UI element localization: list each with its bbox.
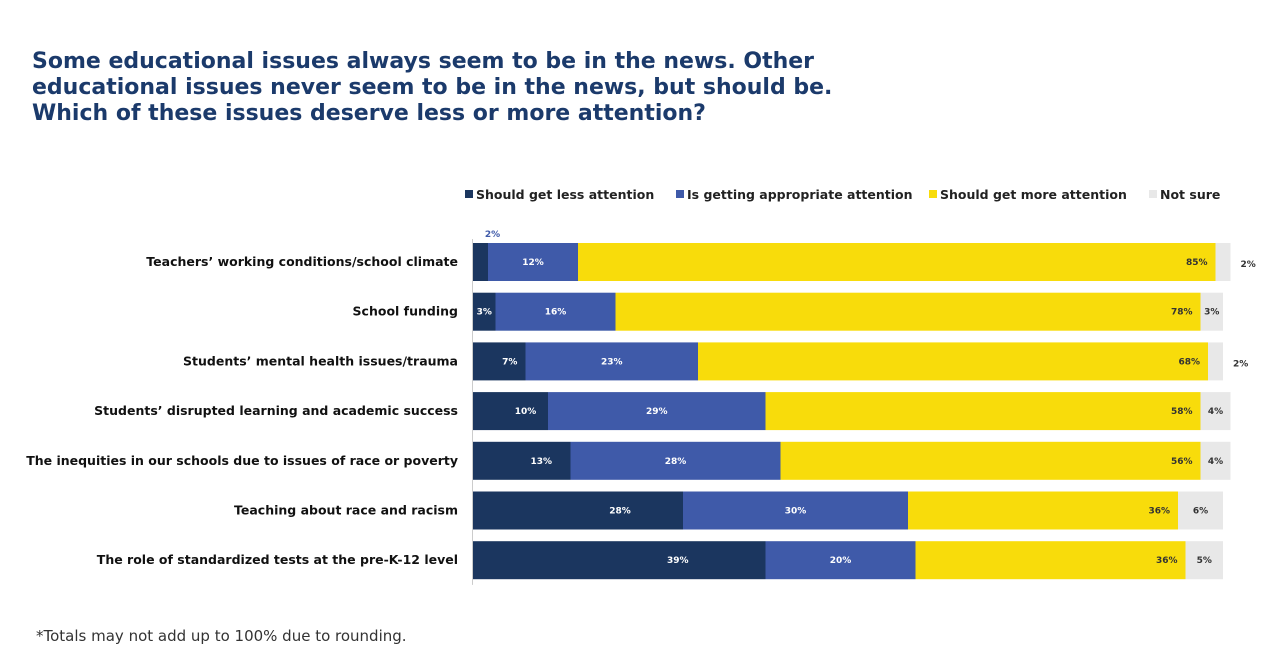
- title-line-3: Which of these issues deserve less or mo…: [32, 101, 706, 126]
- data-label-appropriate: 29%: [646, 407, 668, 417]
- data-label-less: 13%: [530, 457, 552, 467]
- bar-segment-less: [473, 491, 683, 530]
- data-label-more: 58%: [1171, 407, 1193, 417]
- bar-segment-more: [698, 342, 1208, 381]
- data-label-more: 68%: [1178, 357, 1200, 367]
- data-label-not-sure: 2%: [1233, 359, 1248, 369]
- data-label-appropriate: 20%: [830, 556, 852, 566]
- bar-segment-not-sure: [1215, 243, 1231, 281]
- category-label: School funding: [353, 304, 458, 319]
- legend-label-less: Should get less attention: [476, 187, 655, 202]
- data-label-not-sure: 2%: [1241, 260, 1256, 270]
- bar-segment-not-sure: [1208, 342, 1223, 381]
- data-label-more: 56%: [1171, 457, 1193, 467]
- bar-segment-appropriate: [548, 392, 766, 431]
- bar-segment-appropriate: [488, 243, 578, 281]
- title-line-1: Some educational issues always seem to b…: [32, 49, 815, 74]
- bar-segment-less: [473, 342, 526, 381]
- legend-label-more: Should get more attention: [940, 187, 1127, 202]
- chart-title: Some educational issues always seem to b…: [32, 49, 912, 127]
- bar-segment-less: [473, 541, 766, 580]
- data-label-more: 36%: [1148, 507, 1170, 517]
- category-label: Students’ mental health issues/trauma: [183, 353, 458, 368]
- legend-swatch-less: [465, 190, 473, 198]
- data-label-not-sure: 4%: [1208, 407, 1223, 417]
- data-label-appropriate: 28%: [665, 457, 687, 467]
- bar-segment-appropriate: [765, 541, 916, 580]
- legend-item-less: Should get less attention: [465, 186, 654, 204]
- legend-swatch-appropriate: [676, 190, 684, 198]
- bar-segment-more: [908, 491, 1178, 530]
- data-label-more: 36%: [1156, 556, 1178, 566]
- legend-label-appropriate: Is getting appropriate attention: [687, 187, 913, 202]
- data-label-not-sure: 3%: [1204, 308, 1219, 318]
- data-label-less: 28%: [609, 507, 631, 517]
- category-label: Teaching about race and racism: [234, 503, 458, 518]
- bar-segment-appropriate: [495, 292, 616, 331]
- bar-segment-appropriate: [683, 491, 908, 530]
- bar-segment-less: [473, 441, 571, 480]
- footnote: *Totals may not add up to 100% due to ro…: [36, 627, 407, 645]
- bar-segment-not-sure: [1200, 392, 1231, 431]
- bar-segment-less: [473, 243, 488, 281]
- category-label: Students’ disrupted learning and academi…: [94, 403, 458, 418]
- legend-item-not-sure: Not sure: [1149, 186, 1220, 204]
- bar-segment-more: [915, 541, 1186, 580]
- bar-segment-more: [578, 243, 1216, 281]
- data-label-appropriate: 16%: [545, 308, 567, 318]
- data-label-less: 3%: [477, 308, 492, 318]
- legend-swatch-more: [929, 190, 937, 198]
- bar-segment-appropriate: [525, 342, 698, 381]
- data-label-more: 85%: [1186, 258, 1208, 268]
- data-label-less: 39%: [667, 556, 689, 566]
- category-label: The role of standardized tests at the pr…: [97, 552, 458, 567]
- bar-segment-more: [765, 392, 1201, 431]
- bar-segment-more: [615, 292, 1201, 331]
- data-label-appropriate: 12%: [522, 258, 544, 268]
- bar-segment-not-sure: [1185, 541, 1223, 580]
- category-label: Teachers’ working conditions/school clim…: [146, 254, 458, 269]
- data-label-less: 2%: [485, 230, 500, 240]
- data-label-less: 10%: [515, 407, 537, 417]
- legend-label-not-sure: Not sure: [1160, 187, 1221, 202]
- data-label-not-sure: 6%: [1193, 507, 1208, 517]
- legend-item-appropriate: Is getting appropriate attention: [676, 186, 913, 204]
- category-label: The inequities in our schools due to iss…: [26, 453, 458, 468]
- bar-segment-appropriate: [570, 441, 781, 480]
- data-label-not-sure: 4%: [1208, 457, 1223, 467]
- data-label-appropriate: 30%: [785, 507, 807, 517]
- bar-segment-not-sure: [1178, 491, 1223, 530]
- bar-segment-more: [780, 441, 1201, 480]
- title-line-2: educational issues never seem to be in t…: [32, 75, 833, 100]
- bar-segment-not-sure: [1200, 441, 1231, 480]
- bar-segment-less: [473, 292, 496, 331]
- bar-segment-not-sure: [1200, 292, 1223, 331]
- data-label-appropriate: 23%: [601, 357, 623, 367]
- legend-swatch-not-sure: [1149, 190, 1157, 198]
- data-label-not-sure: 5%: [1197, 556, 1212, 566]
- legend-item-more: Should get more attention: [929, 186, 1127, 204]
- data-label-less: 7%: [502, 357, 517, 367]
- data-label-more: 78%: [1171, 308, 1193, 318]
- bar-segment-less: [473, 392, 548, 431]
